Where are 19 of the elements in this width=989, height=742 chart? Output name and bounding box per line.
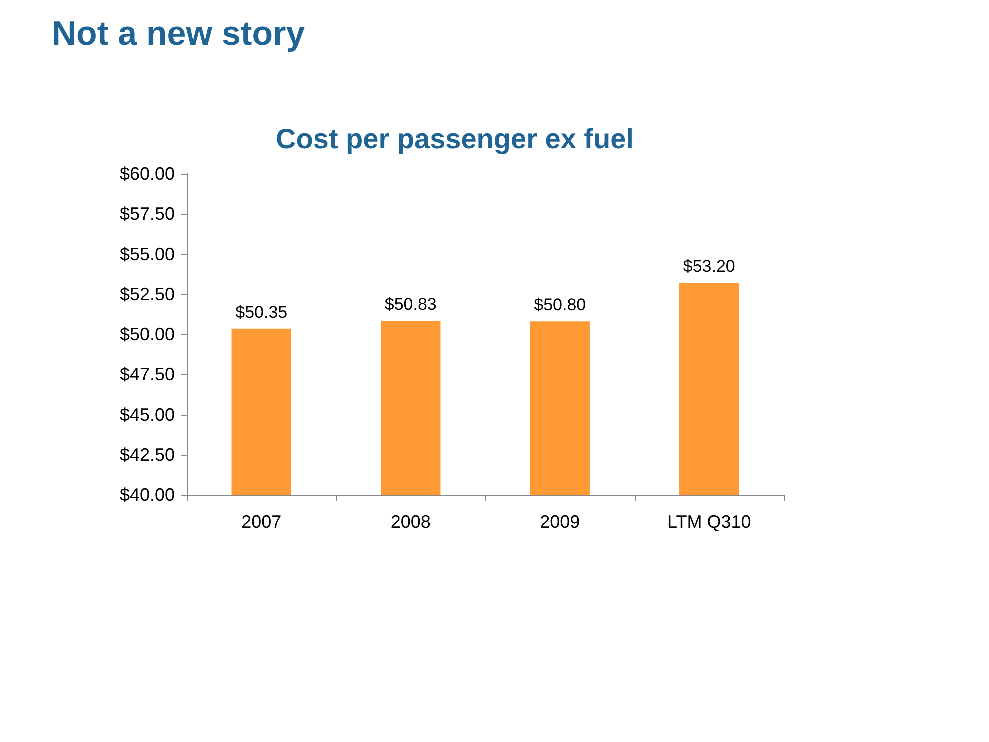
x-tick-label: LTM Q310: [668, 512, 752, 532]
y-tick-label: $40.00: [120, 485, 175, 505]
y-tick-label: $52.50: [120, 284, 175, 304]
data-label: $50.83: [384, 295, 437, 314]
x-tick-label: 2007: [242, 512, 282, 532]
x-tick-label: 2009: [540, 512, 580, 532]
y-tick-label: $55.00: [120, 244, 175, 264]
data-label: $53.20: [683, 257, 736, 276]
y-tick-label: $50.00: [120, 324, 175, 344]
data-label: $50.35: [236, 302, 288, 322]
y-tick-label: $47.50: [120, 364, 175, 385]
chart-title: Not a new story: [52, 15, 306, 53]
y-tick-label: $60.00: [120, 164, 175, 184]
y-tick-label: $57.50: [120, 204, 175, 224]
y-tick-label: $42.50: [120, 444, 175, 465]
x-tick-label: 2008: [390, 512, 431, 532]
data-label: $50.80: [534, 296, 586, 315]
y-tick-label: $45.00: [120, 404, 175, 425]
chart-subtitle: Cost per passenger ex fuel: [276, 124, 634, 154]
